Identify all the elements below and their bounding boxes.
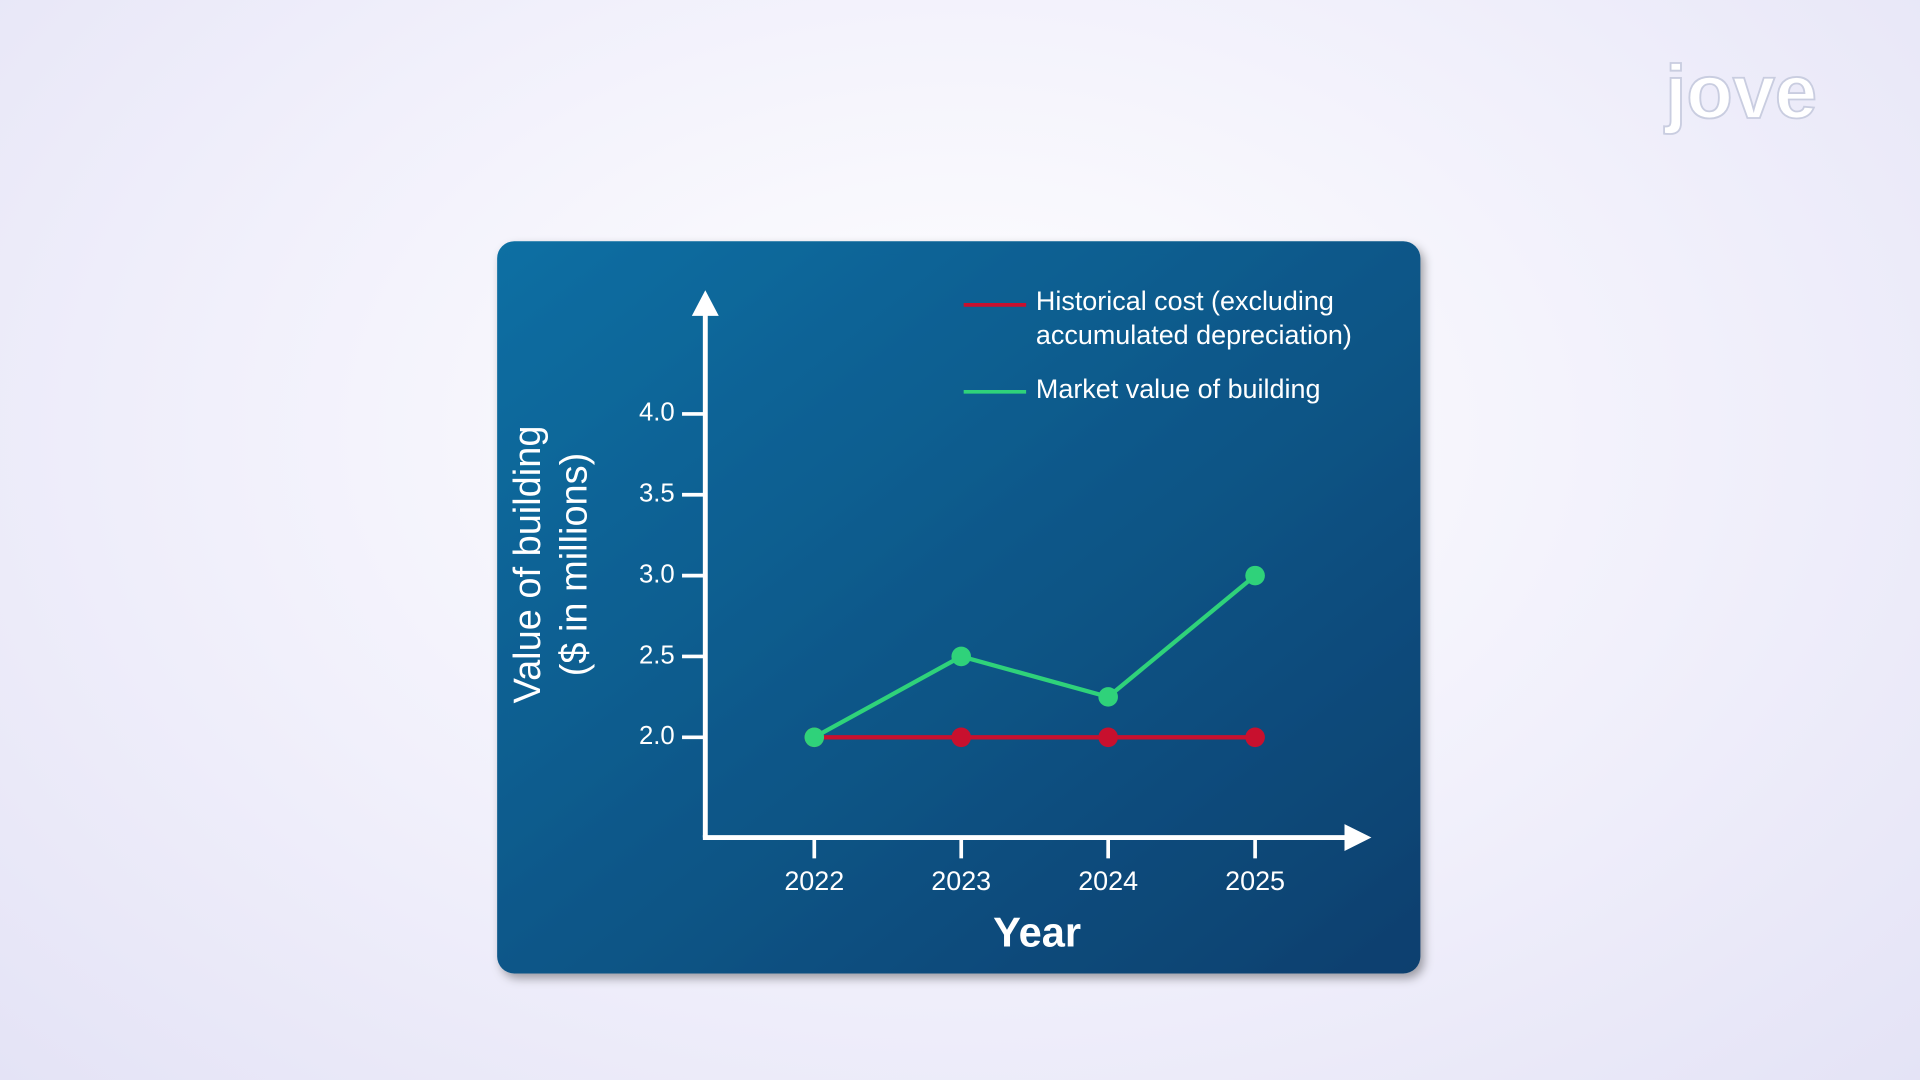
y-tick-label: 2.5 [639,641,675,669]
legend-label: Historical cost (excluding accumulated d… [1035,285,1352,351]
y-axis-title-line: ($ in millions) [552,452,596,677]
data-point [1098,727,1118,748]
data-point [951,727,972,748]
y-tick-label: 2.0 [639,722,675,750]
data-point [1245,727,1265,748]
x-tick-label: 2023 [931,866,991,896]
series-line [813,573,1257,740]
y-axis-title-box: Value of building ($ in millions) [504,375,597,755]
y-axis-title-line: Value of building [505,425,549,704]
data-point [951,646,972,667]
x-tick-label: 2025 [1225,866,1285,896]
y-axis-arrow [691,290,719,316]
legend-entry-box: Historical cost (excluding accumulated d… [1035,285,1352,351]
data-point [1098,687,1118,707]
y-tick-label: 4.0 [639,399,675,427]
logo: jove [1663,50,1817,135]
plot: 2.0 2.5 3.0 3.5 4.0 2022 2023 2024 2025 [639,290,1372,896]
y-axis-title: Value of building ($ in millions) [504,375,597,755]
x-tick-label: 2022 [784,866,844,896]
legend-label: Market value of building [1035,373,1321,405]
x-tick-label: 2024 [1078,866,1138,896]
data-point [804,727,825,748]
x-axis-arrow [1344,824,1372,852]
data-point [1245,565,1265,586]
y-tick-label: 3.5 [639,480,675,508]
y-tick-label: 3.0 [639,560,675,588]
x-axis-title: Year [993,909,1081,956]
legend-entry-box: Market value of building [1035,373,1321,405]
chart-card [497,241,1421,974]
